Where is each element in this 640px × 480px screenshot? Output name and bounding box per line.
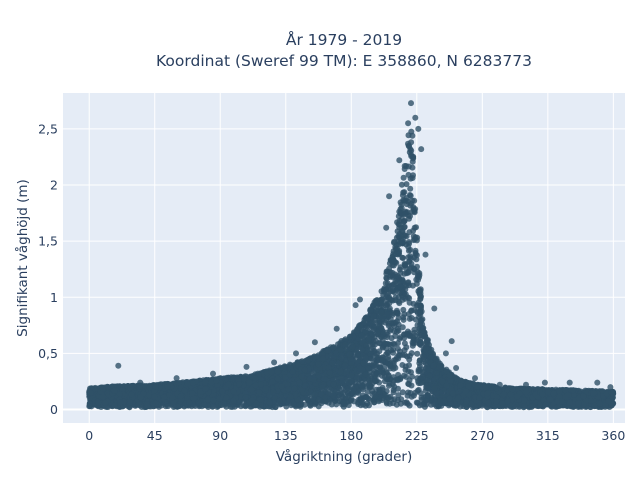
data-point	[387, 361, 394, 368]
data-point	[409, 158, 416, 165]
data-points	[86, 100, 617, 411]
data-point	[411, 224, 418, 231]
chart-title-line-1: År 1979 - 2019	[286, 30, 402, 49]
data-point	[395, 352, 402, 358]
data-point	[403, 373, 410, 380]
data-point	[364, 388, 371, 395]
data-point	[400, 174, 407, 181]
chart-title-line-2: Koordinat (Sweref 99 TM): E 358860, N 62…	[156, 52, 532, 70]
data-point	[407, 185, 414, 192]
data-point	[398, 181, 405, 188]
data-point	[408, 260, 415, 267]
data-point	[405, 171, 412, 178]
data-point	[406, 402, 413, 409]
data-point	[399, 389, 406, 396]
data-point	[405, 243, 412, 250]
data-point	[386, 380, 393, 387]
data-point	[408, 382, 415, 389]
